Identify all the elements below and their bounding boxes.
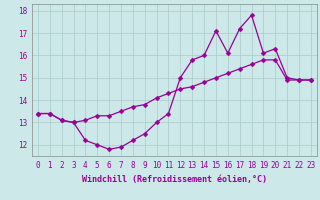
X-axis label: Windchill (Refroidissement éolien,°C): Windchill (Refroidissement éolien,°C) bbox=[82, 175, 267, 184]
